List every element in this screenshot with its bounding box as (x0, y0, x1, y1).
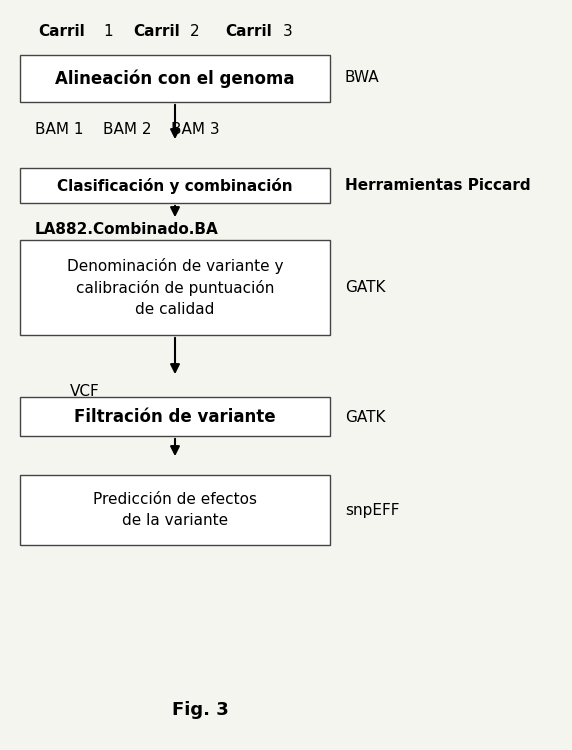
Bar (20, 240, 330, 335)
Text: 3: 3 (283, 25, 293, 40)
Text: Clasificación y combinación: Clasificación y combinación (57, 178, 293, 194)
Text: snpEFF: snpEFF (345, 503, 399, 518)
Bar (20, 55, 330, 102)
Text: Fig. 3: Fig. 3 (172, 701, 228, 719)
Bar (20, 397, 330, 436)
Text: Alineación con el genoma: Alineación con el genoma (55, 69, 295, 88)
Text: LA882.Combinado.BA: LA882.Combinado.BA (35, 223, 219, 238)
Text: VCF: VCF (70, 385, 100, 400)
Text: Predicción de efectos
de la variante: Predicción de efectos de la variante (93, 492, 257, 528)
Text: Filtración de variante: Filtración de variante (74, 407, 276, 425)
Text: Carril: Carril (38, 25, 85, 40)
Text: Herramientas Piccard: Herramientas Piccard (345, 178, 531, 193)
Text: 1: 1 (103, 25, 113, 40)
Text: Carril: Carril (225, 25, 272, 40)
Text: 2: 2 (190, 25, 200, 40)
Text: Carril: Carril (133, 25, 180, 40)
Text: Denominación de variante y
calibración de puntuación
de calidad: Denominación de variante y calibración d… (67, 258, 283, 317)
Text: BWA: BWA (345, 70, 380, 86)
Text: GATK: GATK (345, 280, 386, 295)
Bar (20, 168, 330, 203)
Bar (20, 475, 330, 545)
Text: BAM 1    BAM 2    BAM 3: BAM 1 BAM 2 BAM 3 (35, 122, 220, 137)
Text: GATK: GATK (345, 410, 386, 424)
